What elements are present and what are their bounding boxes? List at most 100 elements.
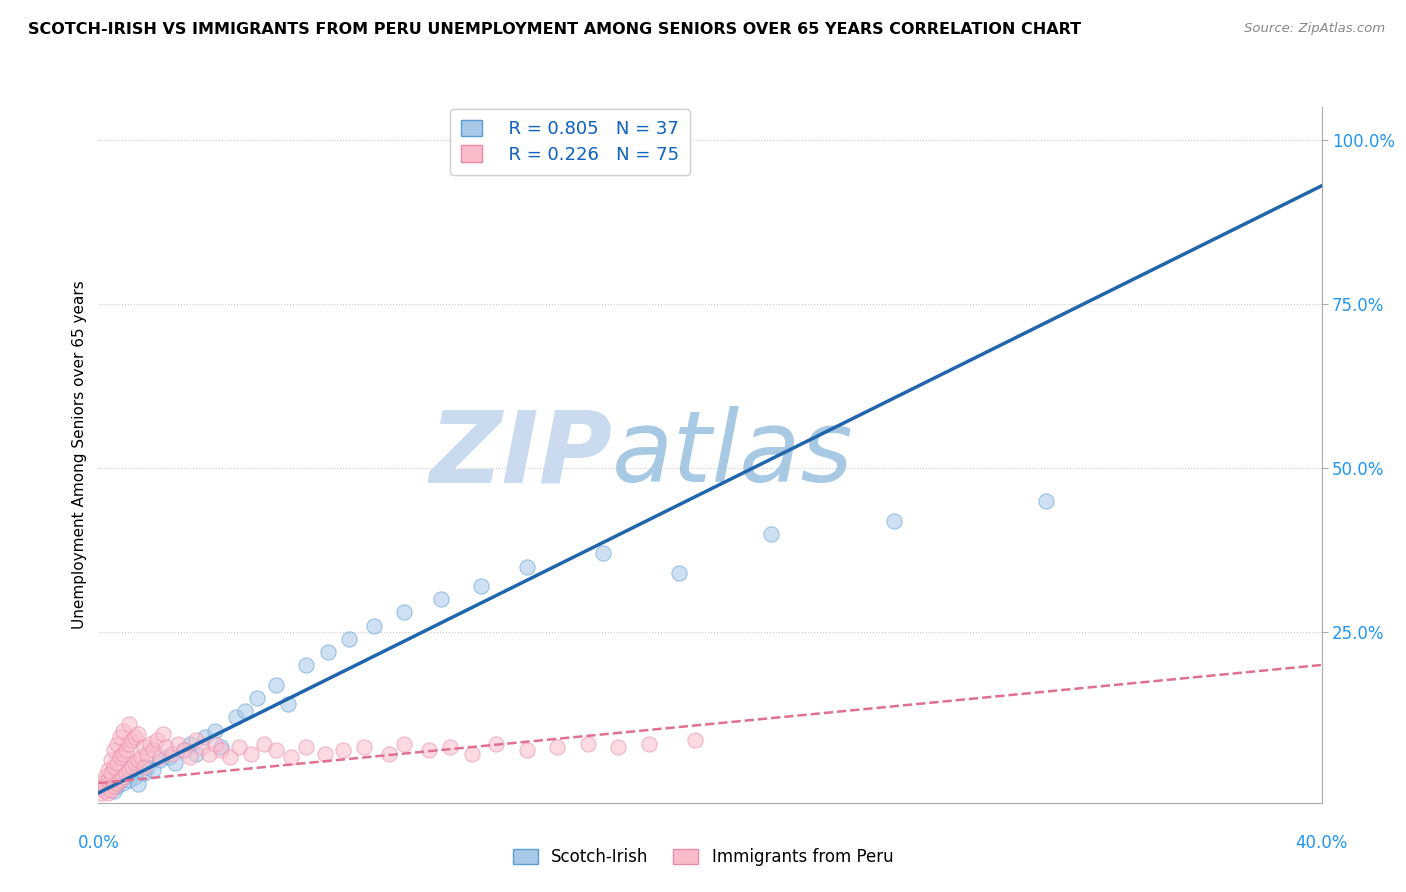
Point (1035, 494, 1057, 508)
Point (246, 690, 269, 705)
Point (108, 749, 131, 764)
Legend: Scotch-Irish, Immigrants from Peru: Scotch-Irish, Immigrants from Peru (505, 840, 901, 875)
Point (353, 739, 375, 754)
Point (363, 618, 385, 632)
Point (204, 737, 226, 751)
Point (105, 756, 128, 771)
Point (592, 546, 614, 560)
Point (392, 606, 416, 620)
Point (209, 739, 232, 754)
Point (418, 743, 440, 757)
Point (103, 784, 125, 798)
Point (277, 698, 299, 712)
Point (233, 704, 256, 718)
Point (129, 749, 152, 764)
Point (209, 743, 232, 757)
Point (111, 747, 134, 761)
Text: SCOTCH-IRISH VS IMMIGRANTS FROM PERU UNEMPLOYMENT AMONG SENIORS OVER 65 YEARS CO: SCOTCH-IRISH VS IMMIGRANTS FROM PERU UNE… (28, 22, 1081, 37)
Point (252, 737, 274, 751)
Point (295, 657, 318, 672)
Point (460, 747, 482, 761)
Point (173, 743, 195, 757)
Point (93, 784, 115, 798)
Legend:   R = 0.805   N = 37,   R = 0.226   N = 75: R = 0.805 N = 37, R = 0.226 N = 75 (450, 109, 690, 175)
Point (136, 747, 159, 761)
Point (105, 737, 128, 751)
Point (314, 747, 336, 761)
Point (439, 739, 461, 754)
Point (219, 749, 242, 764)
Point (103, 743, 125, 757)
Point (160, 747, 183, 761)
Point (516, 559, 538, 574)
Point (93, 780, 115, 794)
Point (100, 766, 122, 780)
Point (179, 749, 201, 764)
Point (121, 760, 143, 774)
Point (103, 760, 125, 774)
Point (392, 737, 416, 751)
Point (668, 566, 690, 580)
Text: Source: ZipAtlas.com: Source: ZipAtlas.com (1244, 22, 1385, 36)
Point (186, 747, 208, 761)
Point (93, 770, 115, 784)
Point (139, 737, 162, 751)
Point (152, 727, 174, 741)
Point (316, 645, 339, 659)
Point (197, 747, 219, 761)
Point (173, 743, 195, 757)
Point (332, 743, 354, 757)
Point (149, 753, 172, 767)
Point (127, 777, 149, 791)
Point (118, 763, 141, 777)
Point (97, 786, 120, 800)
Point (295, 739, 318, 754)
Point (759, 526, 782, 541)
Point (108, 730, 131, 744)
Point (145, 733, 167, 747)
Point (136, 760, 159, 774)
Point (191, 739, 214, 754)
Point (90, 776, 112, 790)
Point (485, 737, 508, 751)
Point (155, 739, 177, 754)
Text: atlas: atlas (612, 407, 853, 503)
Point (607, 739, 630, 754)
Point (90, 786, 112, 800)
Point (118, 772, 141, 787)
Y-axis label: Unemployment Among Seniors over 65 years: Unemployment Among Seniors over 65 years (72, 281, 87, 629)
Point (134, 766, 156, 780)
Point (149, 749, 172, 764)
Point (127, 727, 149, 741)
Point (430, 592, 453, 607)
Point (103, 780, 125, 794)
Point (118, 717, 141, 731)
Point (186, 733, 208, 747)
Point (111, 776, 134, 790)
Point (637, 737, 661, 751)
Point (225, 710, 247, 724)
Point (163, 756, 186, 771)
Point (167, 737, 190, 751)
Point (127, 753, 149, 767)
Point (337, 632, 360, 646)
Point (105, 780, 128, 794)
Point (115, 743, 138, 757)
Point (115, 766, 138, 780)
Point (264, 743, 287, 757)
Point (97, 782, 120, 797)
Point (124, 770, 146, 784)
Point (124, 756, 146, 771)
Point (228, 739, 250, 754)
Point (546, 739, 568, 754)
Point (111, 770, 134, 784)
Point (576, 737, 599, 751)
Point (97, 772, 120, 787)
Point (134, 739, 156, 754)
Point (108, 772, 131, 787)
Point (100, 782, 122, 797)
Point (683, 733, 706, 747)
Point (378, 747, 401, 761)
Point (97, 763, 120, 777)
Point (105, 776, 128, 790)
